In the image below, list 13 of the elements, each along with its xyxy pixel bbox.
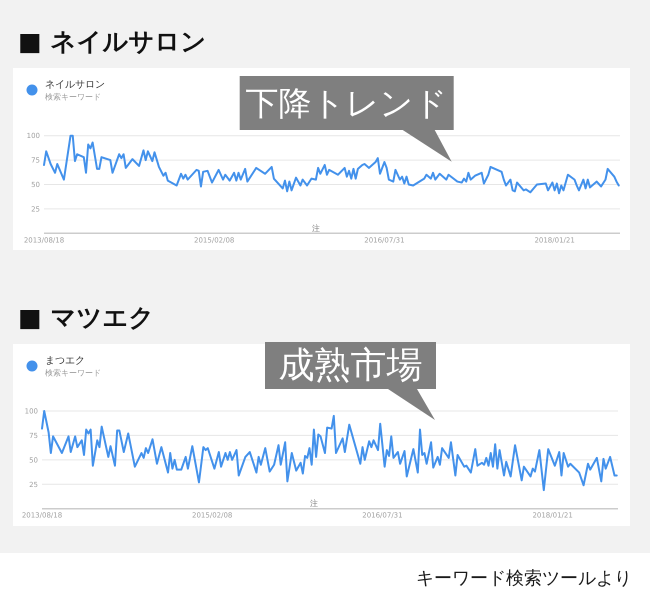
text: 下降トレンド: [246, 84, 448, 122]
annotation: 注: [312, 224, 320, 233]
annotation: 注: [310, 499, 318, 508]
legend-title: 検索キーワード: [45, 92, 101, 102]
legend-title: 検索キーワード: [45, 368, 101, 378]
legend-label: まつエク: [45, 356, 85, 366]
text: 成熟市場: [278, 345, 422, 386]
chart-title: ■ マツエク: [18, 303, 154, 332]
line-series: [41, 410, 618, 492]
line-series: [43, 134, 620, 194]
chart-title: ■ ネイルサロン: [18, 27, 206, 56]
legend-label: ネイルサロン: [45, 80, 105, 90]
text: キーワード検索ツールより: [416, 568, 632, 589]
